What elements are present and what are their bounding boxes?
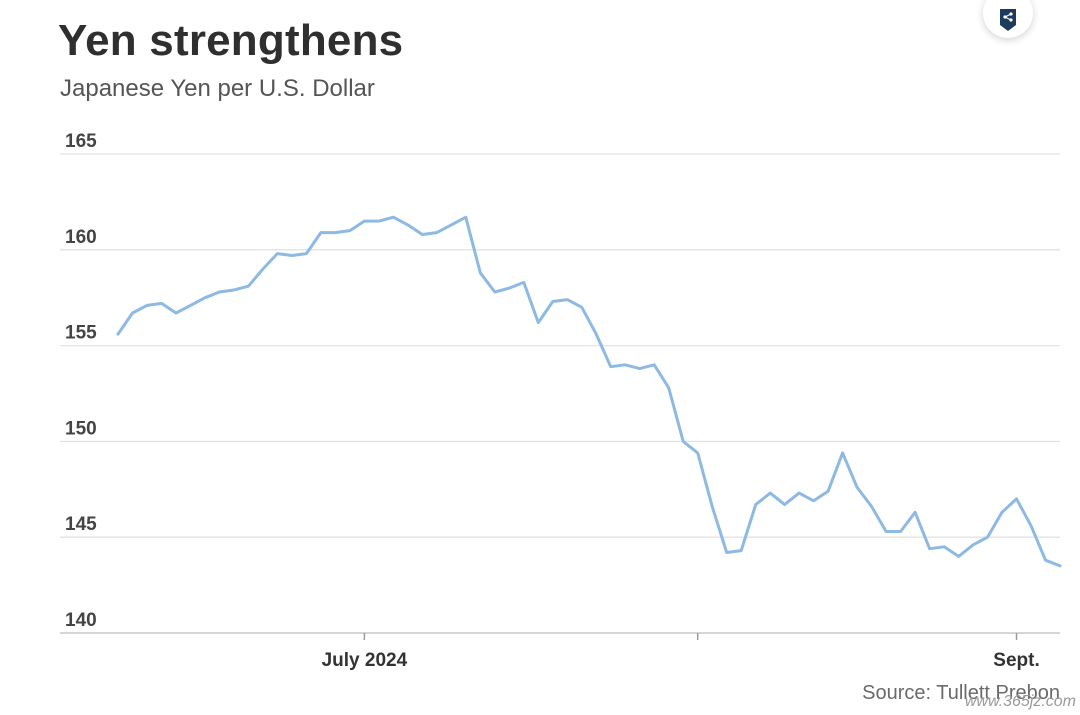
x-axis-ticks: July 2024 Sept. <box>322 633 1040 671</box>
y-tick-label: 155 <box>65 323 97 344</box>
chart-subtitle: Japanese Yen per U.S. Dollar <box>60 75 375 102</box>
chart-title: Yen strengthens <box>58 16 404 65</box>
y-axis-ticks: 165 160 155 150 145 140 <box>65 131 97 631</box>
watermark: www.365jz.com <box>964 693 1076 710</box>
x-tick-label: July 2024 <box>322 650 408 671</box>
x-tick-label: Sept. <box>993 650 1039 671</box>
grid-lines <box>60 153 1060 538</box>
y-tick-label: 150 <box>65 418 97 439</box>
series-line-usd-jpy <box>116 215 1062 568</box>
y-tick-label: 160 <box>65 227 97 248</box>
source-note: Source: Tullett Prebon <box>862 682 1060 704</box>
y-tick-label: 140 <box>65 610 97 631</box>
y-tick-label: 165 <box>65 131 97 152</box>
y-tick-label: 145 <box>65 514 97 535</box>
share-icon <box>1000 9 1016 31</box>
